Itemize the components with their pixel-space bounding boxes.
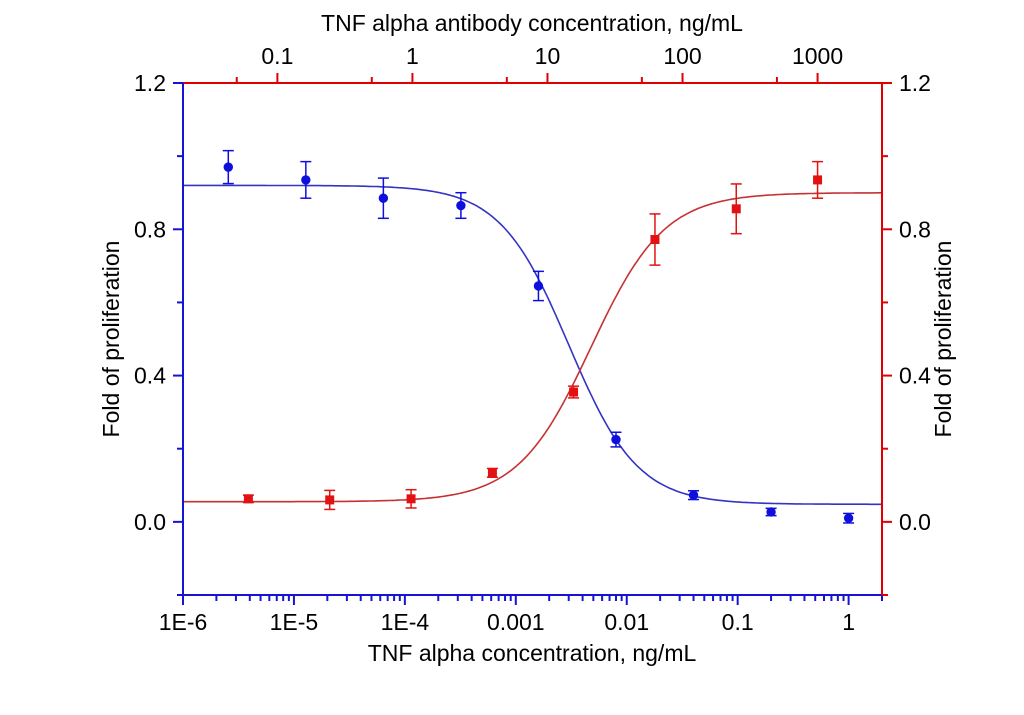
- top-axis-tick-label: 100: [663, 43, 701, 69]
- bottom-axis-tick-label: 0.01: [604, 609, 649, 635]
- top-axis-title: TNF alpha antibody concentration, ng/mL: [321, 10, 743, 36]
- bottom-axis-tick-label: 1: [842, 609, 855, 635]
- right-axis-tick-label: 0.4: [899, 363, 931, 389]
- circle-marker: [766, 507, 776, 517]
- top-axis-tick-label: 10: [535, 43, 561, 69]
- square-marker: [813, 175, 823, 185]
- fit-curves-layer: [183, 184, 882, 506]
- square-marker: [243, 494, 253, 504]
- tnf-dose-response-data-point: [765, 507, 777, 517]
- circle-marker: [611, 434, 621, 445]
- tnf-dose-response-fit-curve: [183, 184, 882, 506]
- left-axis-tick-label: 0.4: [134, 363, 166, 389]
- square-marker: [569, 387, 579, 397]
- tnf-dose-response-data-point: [610, 431, 622, 448]
- bottom-axis-title: TNF alpha concentration, ng/mL: [368, 640, 697, 666]
- right-axis-title: Fold of proliferation: [930, 241, 956, 438]
- right-axis-tick-label: 0.8: [899, 216, 931, 242]
- bottom-axis-tick-label: 1E-6: [159, 609, 208, 635]
- circle-marker: [378, 193, 389, 203]
- left-axis-title: Fold of proliferation: [98, 241, 124, 438]
- tnf-dose-response-data-point: [222, 149, 234, 185]
- bottom-axis-tick-label: 1E-5: [270, 609, 319, 635]
- right-axis-tick-label: 0.0: [899, 509, 931, 535]
- left-axis-tick-label: 0.0: [134, 509, 166, 535]
- top-axis-tick-label: 1000: [792, 43, 843, 69]
- antibody-neutralization-data-point: [812, 160, 824, 199]
- square-marker: [487, 468, 497, 478]
- data-points-layer: [222, 149, 855, 524]
- antibody-neutralization-data-point: [649, 213, 661, 266]
- tnf-dose-response-data-point: [377, 177, 389, 220]
- circle-marker: [843, 513, 854, 523]
- circle-marker: [688, 490, 699, 500]
- antibody-neutralization-data-point: [568, 385, 580, 399]
- square-marker: [650, 235, 660, 245]
- bottom-axis-tick-label: 0.1: [722, 609, 754, 635]
- left-axis-tick-label: 1.2: [134, 70, 166, 96]
- circle-marker: [223, 162, 233, 172]
- bottom-axis-tick-label: 0.001: [487, 609, 545, 635]
- circle-marker: [456, 200, 466, 211]
- tnf-dose-response-data-point: [688, 490, 700, 501]
- axes-layer: 0.1 1 10 100 1000 1E-6 1E-5 1E-4 0.001 0.01 0.1 1 0.…: [134, 43, 931, 635]
- tnf-dose-response-data-point: [532, 270, 544, 302]
- square-marker: [731, 204, 741, 214]
- antibody-neutralization-data-point: [242, 494, 254, 504]
- circle-marker: [533, 281, 544, 291]
- top-axis-tick-label: 1: [406, 43, 419, 69]
- antibody-neutralization-data-point: [324, 489, 336, 511]
- square-marker: [325, 495, 335, 505]
- top-axis-tick-label: 0.1: [261, 43, 293, 69]
- left-axis-tick-label: 0.8: [134, 216, 166, 242]
- circle-marker: [301, 175, 311, 185]
- tnf-dose-response-data-point: [843, 512, 855, 524]
- antibody-neutralization-data-point: [486, 467, 498, 478]
- right-axis-tick-label: 1.2: [899, 70, 931, 96]
- tnf-dose-response-data-point: [300, 160, 312, 199]
- tnf-dose-response-data-point: [455, 191, 467, 220]
- antibody-neutralization-data-point: [730, 183, 742, 235]
- antibody-neutralization-fit-curve: [183, 192, 882, 503]
- antibody-neutralization-data-point: [405, 488, 417, 509]
- square-marker: [406, 494, 416, 504]
- bottom-axis-tick-label: 1E-4: [381, 609, 430, 635]
